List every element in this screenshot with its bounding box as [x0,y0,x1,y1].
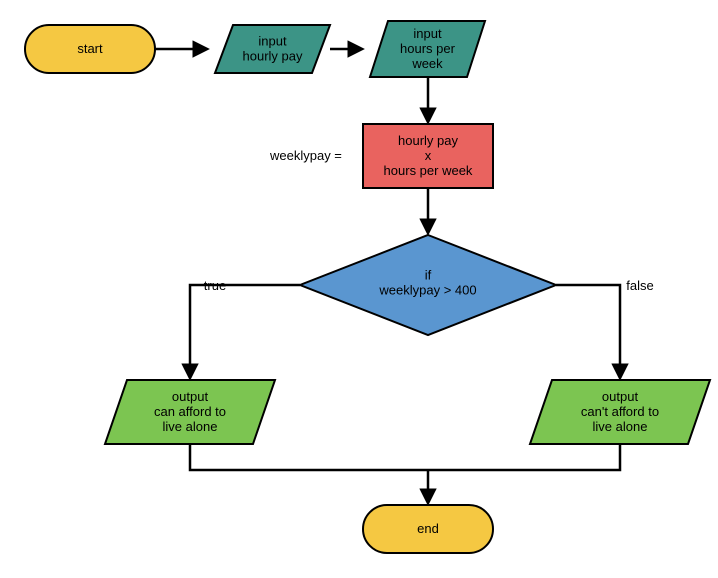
node-in1-line-1: hourly pay [243,49,303,64]
nodes: startinputhourly payinputhours perweekho… [25,21,710,553]
node-proc-line-2: hours per week [384,163,473,178]
node-in2-line-2: week [411,56,443,71]
node-out_true-line-1: can afford to [154,404,226,419]
node-in2-line-1: hours per [400,41,456,56]
node-proc-line-0: hourly pay [398,133,458,148]
node-out_false: outputcan't afford tolive alone [530,380,710,444]
node-in1: inputhourly pay [215,25,330,73]
edge-dec-out_false [556,285,620,378]
node-end-line-0: end [417,521,439,536]
node-dec: ifweeklypay > 400 [300,235,556,335]
node-out_true-line-0: output [172,389,209,404]
node-in2: inputhours perweek [370,21,485,77]
edge-out_true-join [190,444,428,470]
node-end: end [363,505,493,553]
node-dec-line-0: if [425,268,432,283]
label-true: true [204,278,226,293]
label-false: false [626,278,653,293]
node-out_false-line-0: output [602,389,639,404]
node-out_false-line-1: can't afford to [581,404,659,419]
node-start: start [25,25,155,73]
edge-out_false-join [428,444,620,470]
flowchart-canvas: startinputhourly payinputhours perweekho… [10,10,718,568]
node-out_true: outputcan afford tolive alone [105,380,275,444]
node-in1-line-0: input [258,34,287,49]
node-proc-line-1: x [425,148,432,163]
node-out_true-line-2: live alone [163,419,218,434]
node-start-line-0: start [77,41,103,56]
node-out_false-line-2: live alone [593,419,648,434]
node-in2-line-0: input [413,26,442,41]
edge-dec-out_true [190,285,300,378]
label-weeklypay_eq: weeklypay = [269,148,342,163]
node-dec-line-1: weeklypay > 400 [378,283,476,298]
node-proc: hourly payxhours per week [363,124,493,188]
